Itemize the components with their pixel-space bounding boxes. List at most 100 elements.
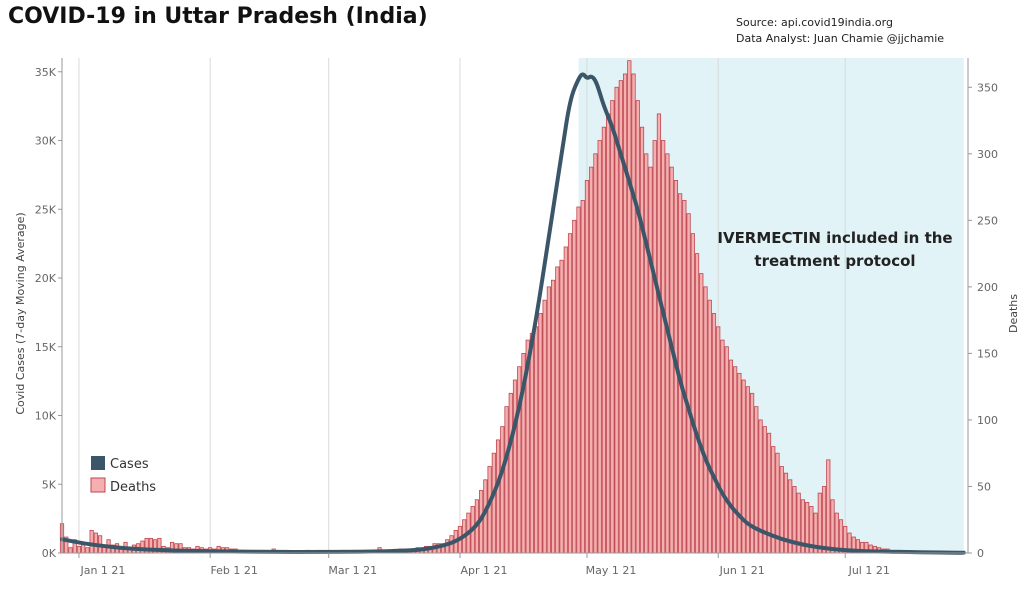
deaths-bar xyxy=(85,547,90,554)
analyst-line: Data Analyst: Juan Chamie @jjchamie xyxy=(736,32,945,45)
deaths-bar xyxy=(656,113,662,554)
x-tick-label: Mar 1 21 xyxy=(328,564,377,577)
deaths-bar xyxy=(661,140,666,554)
deaths-bar xyxy=(635,100,640,554)
deaths-bar xyxy=(563,246,568,554)
deaths-bar xyxy=(716,326,721,554)
left-axis-ticks: 0K 5K 10K 15K 20K 25K 30K 35K xyxy=(35,58,63,560)
annotation-line-2: treatment protocol xyxy=(754,252,915,270)
deaths-bar xyxy=(538,313,543,554)
deaths-bar xyxy=(703,286,708,554)
deaths-bar xyxy=(546,286,551,554)
right-tick-label: 200 xyxy=(977,281,998,294)
deaths-bar xyxy=(68,547,73,554)
deaths-bar xyxy=(830,499,835,554)
deaths-bar xyxy=(495,439,501,554)
left-tick-label: 30K xyxy=(35,135,57,148)
deaths-bar xyxy=(826,459,831,554)
right-tick-label: 0 xyxy=(977,547,984,560)
deaths-bar xyxy=(504,406,509,554)
deaths-bar xyxy=(76,545,82,554)
deaths-bar xyxy=(614,86,619,554)
legend-label-deaths: Deaths xyxy=(110,480,156,495)
deaths-bar xyxy=(639,126,645,554)
deaths-bar xyxy=(627,60,632,554)
deaths-bar xyxy=(834,512,839,554)
x-tick-label: Feb 1 21 xyxy=(210,564,257,577)
deaths-bar xyxy=(580,199,585,554)
deaths-bar xyxy=(821,486,827,554)
deaths-bar xyxy=(593,153,598,554)
deaths-bar xyxy=(648,166,653,554)
x-tick-label: Jul 1 21 xyxy=(848,564,890,577)
deaths-bar xyxy=(606,113,611,554)
right-tick-label: 250 xyxy=(977,214,998,227)
x-tick-label: Jun 1 21 xyxy=(719,564,765,577)
x-tick-label: May 1 21 xyxy=(586,564,637,577)
left-tick-label: 35K xyxy=(35,66,57,79)
deaths-bar xyxy=(720,339,725,554)
deaths-bar xyxy=(724,346,729,554)
deaths-bar xyxy=(699,273,704,554)
deaths-bar xyxy=(745,386,750,554)
deaths-bar xyxy=(631,73,636,554)
deaths-bar xyxy=(576,206,581,554)
deaths-bar xyxy=(707,299,712,554)
deaths-bar xyxy=(601,126,607,554)
deaths-bar xyxy=(572,219,577,554)
chart-title: COVID-19 in Uttar Pradesh (India) xyxy=(8,4,428,29)
deaths-bar xyxy=(508,392,513,554)
deaths-bar xyxy=(711,313,717,554)
deaths-bar xyxy=(555,266,560,554)
right-tick-label: 150 xyxy=(977,347,998,360)
source-credit: Source: api.covid19india.org Data Analys… xyxy=(736,15,944,47)
left-tick-label: 15K xyxy=(35,341,57,354)
deaths-bar xyxy=(487,466,492,554)
left-tick-label: 10K xyxy=(35,410,57,423)
deaths-bar xyxy=(665,153,670,554)
cases-line xyxy=(60,72,966,555)
deaths-bar xyxy=(733,366,738,554)
deaths-bar xyxy=(741,379,746,554)
left-axis-title: Covid Cases (7-day Moving Average) xyxy=(14,212,27,414)
left-tick-label: 25K xyxy=(35,203,57,216)
deaths-bar xyxy=(542,299,547,554)
x-axis-ticks: Jan 1 21 Feb 1 21 Mar 1 21 Apr 1 21 May 1 21… xyxy=(78,553,890,577)
right-tick-label: 300 xyxy=(977,148,998,161)
legend: Cases Deaths xyxy=(90,456,156,495)
source-line: Source: api.covid19india.org xyxy=(736,16,893,29)
deaths-bar xyxy=(737,372,742,554)
left-tick-label: 20K xyxy=(35,272,57,285)
deaths-bar xyxy=(491,452,496,554)
deaths-bar xyxy=(567,233,573,554)
legend-label-cases: Cases xyxy=(110,457,149,472)
deaths-bar xyxy=(728,359,734,554)
deaths-bar xyxy=(610,100,615,554)
deaths-bar xyxy=(559,259,564,554)
deaths-bar xyxy=(534,326,539,554)
left-tick-label: 0K xyxy=(42,547,57,560)
deaths-bar xyxy=(817,492,822,554)
deaths-bar xyxy=(694,253,700,554)
deaths-bar xyxy=(597,140,602,554)
deaths-bar xyxy=(690,233,695,554)
deaths-bar xyxy=(589,166,594,554)
x-tick-label: Jan 1 21 xyxy=(79,564,125,577)
deaths-bar xyxy=(551,279,556,554)
deaths-bar xyxy=(89,529,94,554)
deaths-bar xyxy=(622,73,628,554)
legend-swatch-cases xyxy=(91,456,105,470)
right-tick-label: 100 xyxy=(977,414,998,427)
deaths-bar xyxy=(500,426,505,554)
deaths-bar xyxy=(644,153,649,554)
x-tick-label: Apr 1 21 xyxy=(460,564,507,577)
deaths-bar xyxy=(686,213,691,554)
deaths-bar xyxy=(584,180,590,554)
right-axis-ticks: 0 50 100 150 200 250 300 350 xyxy=(967,58,998,560)
legend-swatch-deaths xyxy=(90,477,106,493)
deaths-bar xyxy=(682,199,687,554)
left-tick-label: 5K xyxy=(42,478,57,491)
deaths-bar xyxy=(669,166,674,554)
right-axis-title: Deaths xyxy=(1007,294,1020,333)
